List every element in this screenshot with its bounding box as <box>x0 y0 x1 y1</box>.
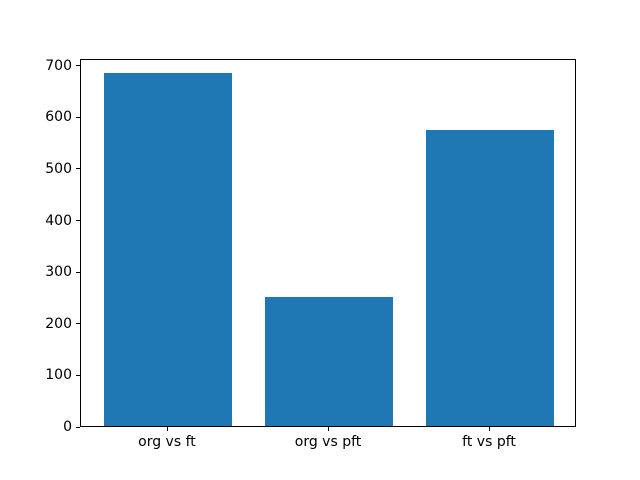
y-tick-mark-500 <box>76 168 80 170</box>
y-tick-label-500: 500 <box>45 160 72 177</box>
y-tick-label-400: 400 <box>45 212 72 229</box>
y-tick-label-200: 200 <box>45 315 72 332</box>
bar-ft-vs-pft <box>425 130 555 426</box>
x-tick-label-org-vs-ft: org vs ft <box>138 434 196 450</box>
y-tick-mark-700 <box>76 65 80 67</box>
plot-area <box>80 59 576 427</box>
y-tick-label-600: 600 <box>45 109 72 126</box>
y-tick-label-300: 300 <box>45 264 72 281</box>
y-tick-mark-400 <box>76 220 80 222</box>
y-tick-mark-300 <box>76 271 80 273</box>
x-tick-mark-org-vs-pft <box>328 427 329 431</box>
bar-org-vs-ft <box>103 73 233 426</box>
y-tick-mark-200 <box>76 323 80 325</box>
y-tick-label-0: 0 <box>63 419 72 435</box>
x-tick-mark-ft-vs-pft <box>489 427 491 431</box>
y-tick-label-700: 700 <box>45 57 72 74</box>
y-tick-label-100: 100 <box>45 367 72 384</box>
x-tick-mark-org-vs-ft <box>166 427 168 431</box>
x-tick-label-ft-vs-pft: ft vs pft <box>462 434 516 450</box>
y-tick-mark-600 <box>76 116 80 118</box>
bar-org-vs-pft <box>264 297 394 426</box>
y-tick-mark-100 <box>76 374 80 376</box>
y-tick-mark-0 <box>76 426 80 428</box>
x-tick-label-org-vs-pft: org vs pft <box>294 434 362 450</box>
